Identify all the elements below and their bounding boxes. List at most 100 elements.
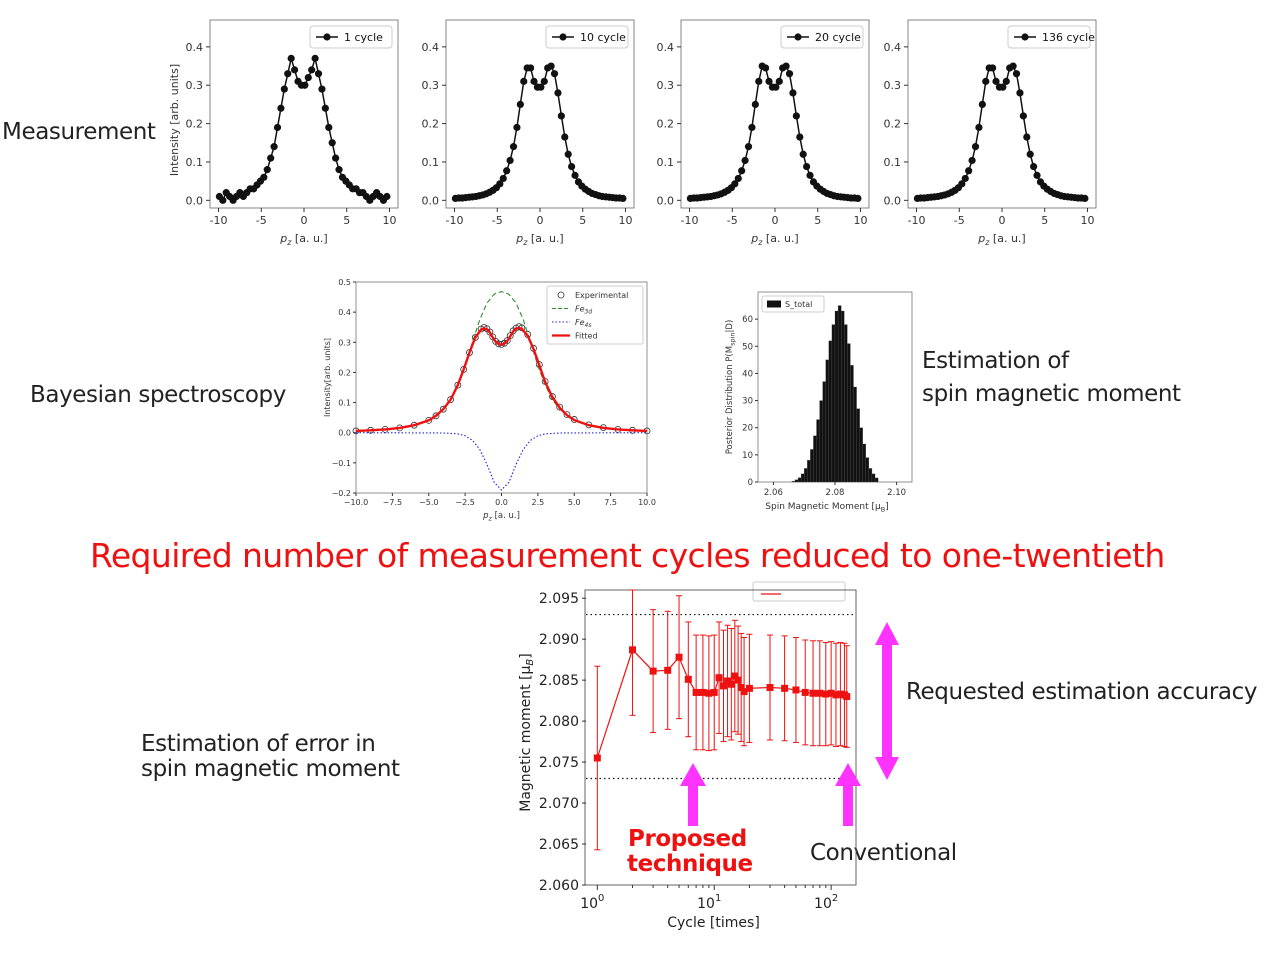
x-tick-label: 7.5 bbox=[604, 498, 617, 507]
data-point bbox=[550, 70, 559, 78]
data-point bbox=[325, 123, 333, 132]
data-point bbox=[765, 77, 773, 85]
y-tick-label: 0.2 bbox=[884, 118, 902, 131]
experimental-point bbox=[549, 393, 556, 400]
data-point bbox=[782, 62, 790, 70]
data-point bbox=[971, 143, 980, 151]
data-point bbox=[554, 89, 562, 97]
x-tick-label: −7.5 bbox=[383, 498, 402, 507]
y-tick-label: 0.2 bbox=[422, 118, 440, 131]
data-point bbox=[766, 684, 774, 692]
y-tick-label: 0.1 bbox=[884, 156, 902, 169]
error-label-line2: spin magnetic moment bbox=[141, 756, 400, 782]
y-axis-label: Intensity[arb. units] bbox=[323, 338, 332, 417]
data-point bbox=[1033, 171, 1041, 179]
legend-label-fe4s: Fe4s bbox=[575, 318, 591, 329]
y-axis-label: Intensity [arb. units] bbox=[168, 64, 181, 176]
data-point bbox=[564, 150, 572, 158]
data-point bbox=[1023, 133, 1031, 141]
x-axis-label: pz [a. u.] bbox=[750, 232, 798, 247]
x-axis-label: pz [a. u.] bbox=[977, 232, 1025, 247]
data-point bbox=[284, 70, 292, 78]
data-point bbox=[799, 150, 807, 158]
data-point bbox=[803, 162, 811, 171]
data-point bbox=[965, 167, 973, 175]
y-tick-label: 20 bbox=[742, 424, 753, 434]
data-point bbox=[328, 139, 336, 147]
data-point bbox=[503, 167, 511, 175]
data-point bbox=[219, 196, 227, 204]
legend-marker bbox=[323, 33, 331, 41]
y-tick-label: 0.0 bbox=[338, 429, 351, 438]
legend-swatch bbox=[767, 300, 781, 308]
data-point bbox=[280, 85, 288, 93]
x-tick-label: -10 bbox=[681, 214, 699, 227]
y-tick-label: −0.2 bbox=[332, 489, 351, 498]
x-tick-label: 0 bbox=[999, 214, 1006, 227]
y-tick-label: 0.0 bbox=[186, 194, 204, 207]
data-point bbox=[801, 688, 809, 696]
data-point bbox=[737, 684, 745, 692]
measurement-chart-3: -10 -5 0 5 10 0.0 0.1 0.2 0.3 0.4 pz [a. u.] 20 cyc… bbox=[657, 19, 870, 247]
data-point bbox=[273, 123, 282, 132]
data-point bbox=[832, 691, 840, 699]
data-point bbox=[547, 62, 555, 70]
x-tick-label: -10 bbox=[210, 214, 228, 227]
x-tick-label: -5 bbox=[492, 214, 503, 227]
x-tick-label: -10 bbox=[908, 214, 926, 227]
x-axis-label: pz [a. u.] bbox=[515, 232, 563, 247]
data-point bbox=[744, 143, 753, 151]
data-point bbox=[975, 123, 983, 132]
legend-box bbox=[780, 25, 864, 49]
y-tick-label: −0.1 bbox=[332, 459, 351, 468]
data-point bbox=[675, 653, 683, 661]
data-point bbox=[740, 688, 748, 696]
data-point bbox=[999, 83, 1007, 91]
x-tick-label: 2.08 bbox=[826, 488, 845, 498]
plot-frame bbox=[584, 589, 857, 886]
data-point bbox=[715, 674, 723, 682]
data-point bbox=[649, 667, 657, 675]
error-label-line1: Estimation of error in bbox=[141, 731, 376, 757]
data-point bbox=[727, 680, 735, 688]
y-tick-label: 50 bbox=[742, 342, 753, 352]
data-point bbox=[806, 171, 814, 179]
y-tick-label: 0.1 bbox=[186, 156, 204, 169]
data-point bbox=[982, 77, 990, 85]
y-tick-label: 2.080 bbox=[539, 714, 579, 730]
x-tick-label: 10.0 bbox=[638, 498, 656, 507]
x-tick-label: 5 bbox=[579, 214, 586, 227]
data-point bbox=[827, 689, 835, 697]
y-tick-label: 0.3 bbox=[186, 79, 204, 92]
x-tick-label: 0 bbox=[301, 214, 308, 227]
headline: Required number of measurement cycles re… bbox=[90, 536, 1165, 575]
estimation-label-line2: spin magnetic moment bbox=[922, 381, 1181, 407]
y-tick-label: 0.4 bbox=[338, 308, 351, 317]
data-point bbox=[775, 77, 783, 85]
posterior-histogram-chart: 2.06 2.08 2.10 0 10 20 30 40 50 60 Spin Magnetic M… bbox=[725, 291, 913, 514]
data-point bbox=[287, 54, 295, 62]
x-tick-label: 10 bbox=[853, 214, 867, 227]
y-tick-label: 0.1 bbox=[657, 156, 675, 169]
y-tick-label: 0.4 bbox=[657, 41, 675, 54]
legend-label-fe3d: Fe3d bbox=[575, 305, 592, 316]
legend-label: 10 cycle bbox=[580, 31, 626, 44]
y-tick-label: 0.3 bbox=[422, 79, 440, 92]
y-tick-label: 10 bbox=[742, 451, 753, 461]
data-point bbox=[978, 100, 986, 109]
data-point bbox=[619, 194, 627, 203]
data-point bbox=[527, 64, 535, 72]
x-tick-label: -5 bbox=[727, 214, 738, 227]
x-tick-label: 2.06 bbox=[764, 488, 783, 498]
data-point bbox=[1019, 112, 1027, 120]
data-point bbox=[748, 123, 756, 132]
data-point bbox=[745, 684, 753, 692]
y-tick-label: 2.095 bbox=[539, 591, 579, 607]
y-axis-label: Posterior Distribution P(Mspin|D) bbox=[725, 320, 737, 455]
experimental-point bbox=[439, 405, 447, 413]
x-tick-label: −5.0 bbox=[419, 498, 438, 507]
x-tick-label: 0 bbox=[537, 214, 544, 227]
experimental-point bbox=[486, 328, 494, 336]
y-tick-label: 0 bbox=[748, 478, 753, 488]
